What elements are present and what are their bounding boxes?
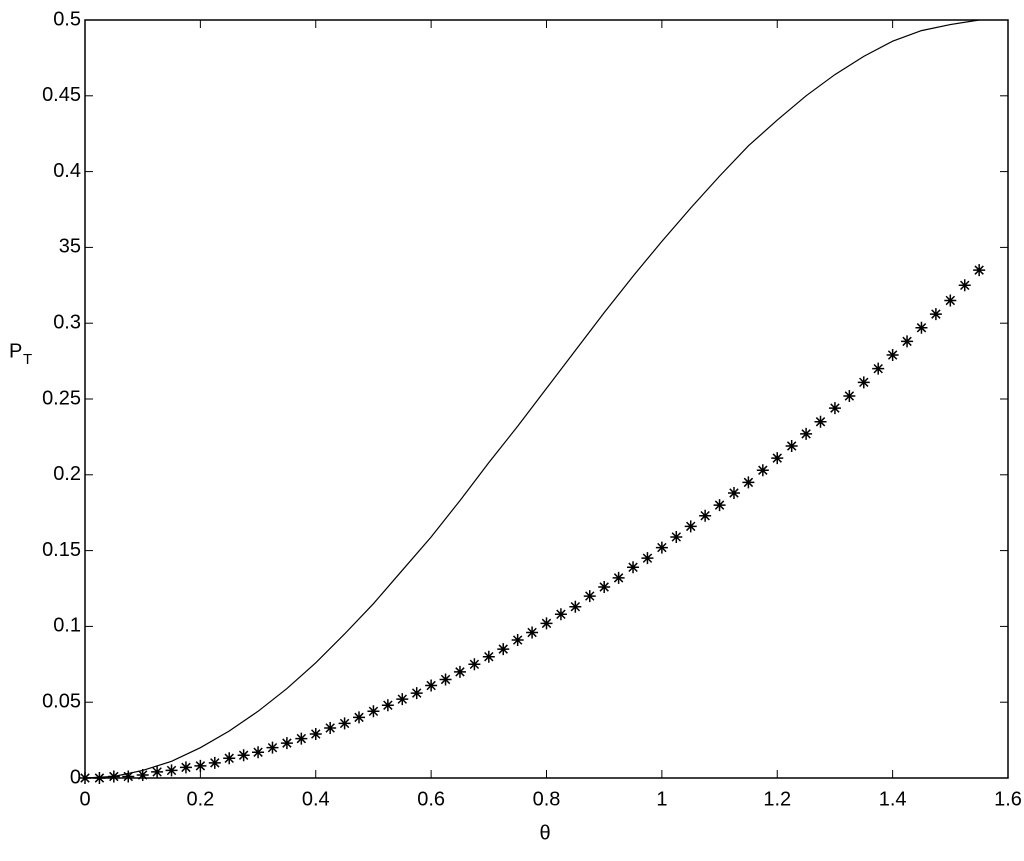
star-marker xyxy=(237,749,250,762)
y-tick-label: 0.3 xyxy=(53,311,81,333)
x-tick-label: 1.6 xyxy=(994,788,1022,810)
star-marker xyxy=(857,376,870,389)
star-marker xyxy=(266,741,279,754)
y-axis-label-subscript: T xyxy=(23,351,32,368)
x-tick-label: 0.4 xyxy=(302,788,330,810)
y-tick-label: 0.05 xyxy=(42,690,81,712)
star-marker xyxy=(353,711,366,724)
star-marker xyxy=(915,321,928,334)
star-marker xyxy=(886,349,899,362)
star-marker xyxy=(727,486,740,499)
star-marker xyxy=(208,756,221,769)
x-tick-label: 0 xyxy=(79,788,90,810)
star-marker xyxy=(453,665,466,678)
star-marker xyxy=(107,770,120,783)
x-axis-label: θ xyxy=(539,822,550,844)
x-tick-label: 0.2 xyxy=(186,788,214,810)
star-marker xyxy=(280,737,293,750)
star-marker xyxy=(439,673,452,686)
y-tick-label: 0.2 xyxy=(53,463,81,485)
star-marker xyxy=(641,552,654,565)
y-tick-label: 0.4 xyxy=(53,160,81,182)
x-tick-label: 1 xyxy=(656,788,667,810)
star-marker xyxy=(627,561,640,574)
star-marker xyxy=(785,439,798,452)
star-marker xyxy=(973,264,986,277)
star-marker xyxy=(381,699,394,712)
x-tick-label: 0.6 xyxy=(417,788,445,810)
star-marker xyxy=(338,717,351,730)
star-marker xyxy=(468,658,481,671)
star-marker xyxy=(583,590,596,603)
star-marker xyxy=(151,765,164,778)
star-marker xyxy=(901,335,914,348)
star-marker xyxy=(612,571,625,584)
y-tick-label: 0.5 xyxy=(53,8,81,30)
x-tick-label: 1.4 xyxy=(879,788,907,810)
star-marker xyxy=(295,732,308,745)
star-marker xyxy=(598,580,611,593)
y-tick-label: 0.25 xyxy=(42,387,81,409)
star-marker xyxy=(742,476,755,489)
star-marker xyxy=(526,626,539,639)
y-tick-label: 0.15 xyxy=(42,539,81,561)
star-marker xyxy=(410,687,423,700)
star-marker xyxy=(497,643,510,656)
star-marker xyxy=(569,600,582,613)
line-series xyxy=(84,19,980,779)
star-marker xyxy=(223,752,236,765)
star-marker xyxy=(540,617,553,630)
star-marker xyxy=(122,770,135,783)
star-marker xyxy=(872,362,885,375)
star-marker xyxy=(165,764,178,777)
star-marker xyxy=(800,427,813,440)
star-marker xyxy=(944,294,957,307)
star-marker xyxy=(136,768,149,781)
star-marker xyxy=(814,415,827,428)
star-marker xyxy=(655,541,668,554)
star-marker xyxy=(828,402,841,415)
y-tick-label: 35 xyxy=(59,236,81,258)
y-tick-label: 0.45 xyxy=(42,84,81,106)
star-marker xyxy=(756,464,769,477)
star-marker xyxy=(699,509,712,522)
x-tick-label: 0.8 xyxy=(533,788,561,810)
star-marker xyxy=(554,608,567,621)
star-marker xyxy=(713,499,726,512)
star-marker xyxy=(958,279,971,292)
star-marker xyxy=(79,772,91,784)
y-tick-label: 0.1 xyxy=(53,615,81,637)
y-axis-label: P xyxy=(9,340,22,362)
plot-frame xyxy=(84,19,1009,779)
star-marker xyxy=(396,693,409,706)
star-marker xyxy=(252,746,265,759)
star-marker xyxy=(324,721,337,734)
star-marker xyxy=(194,759,207,772)
star-marker xyxy=(511,634,524,647)
x-tick-label: 1.2 xyxy=(763,788,791,810)
star-marker xyxy=(843,389,856,402)
y-tick-label: 0 xyxy=(70,766,81,788)
star-marker xyxy=(179,761,192,774)
star-marker xyxy=(309,728,322,741)
star-marker xyxy=(670,530,683,543)
star-marker xyxy=(367,705,380,718)
star-marker xyxy=(771,452,784,465)
star-marker xyxy=(93,772,106,784)
star-marker xyxy=(425,679,438,692)
star-marker xyxy=(929,308,942,321)
star-marker xyxy=(482,650,495,663)
star-marker xyxy=(684,520,697,533)
